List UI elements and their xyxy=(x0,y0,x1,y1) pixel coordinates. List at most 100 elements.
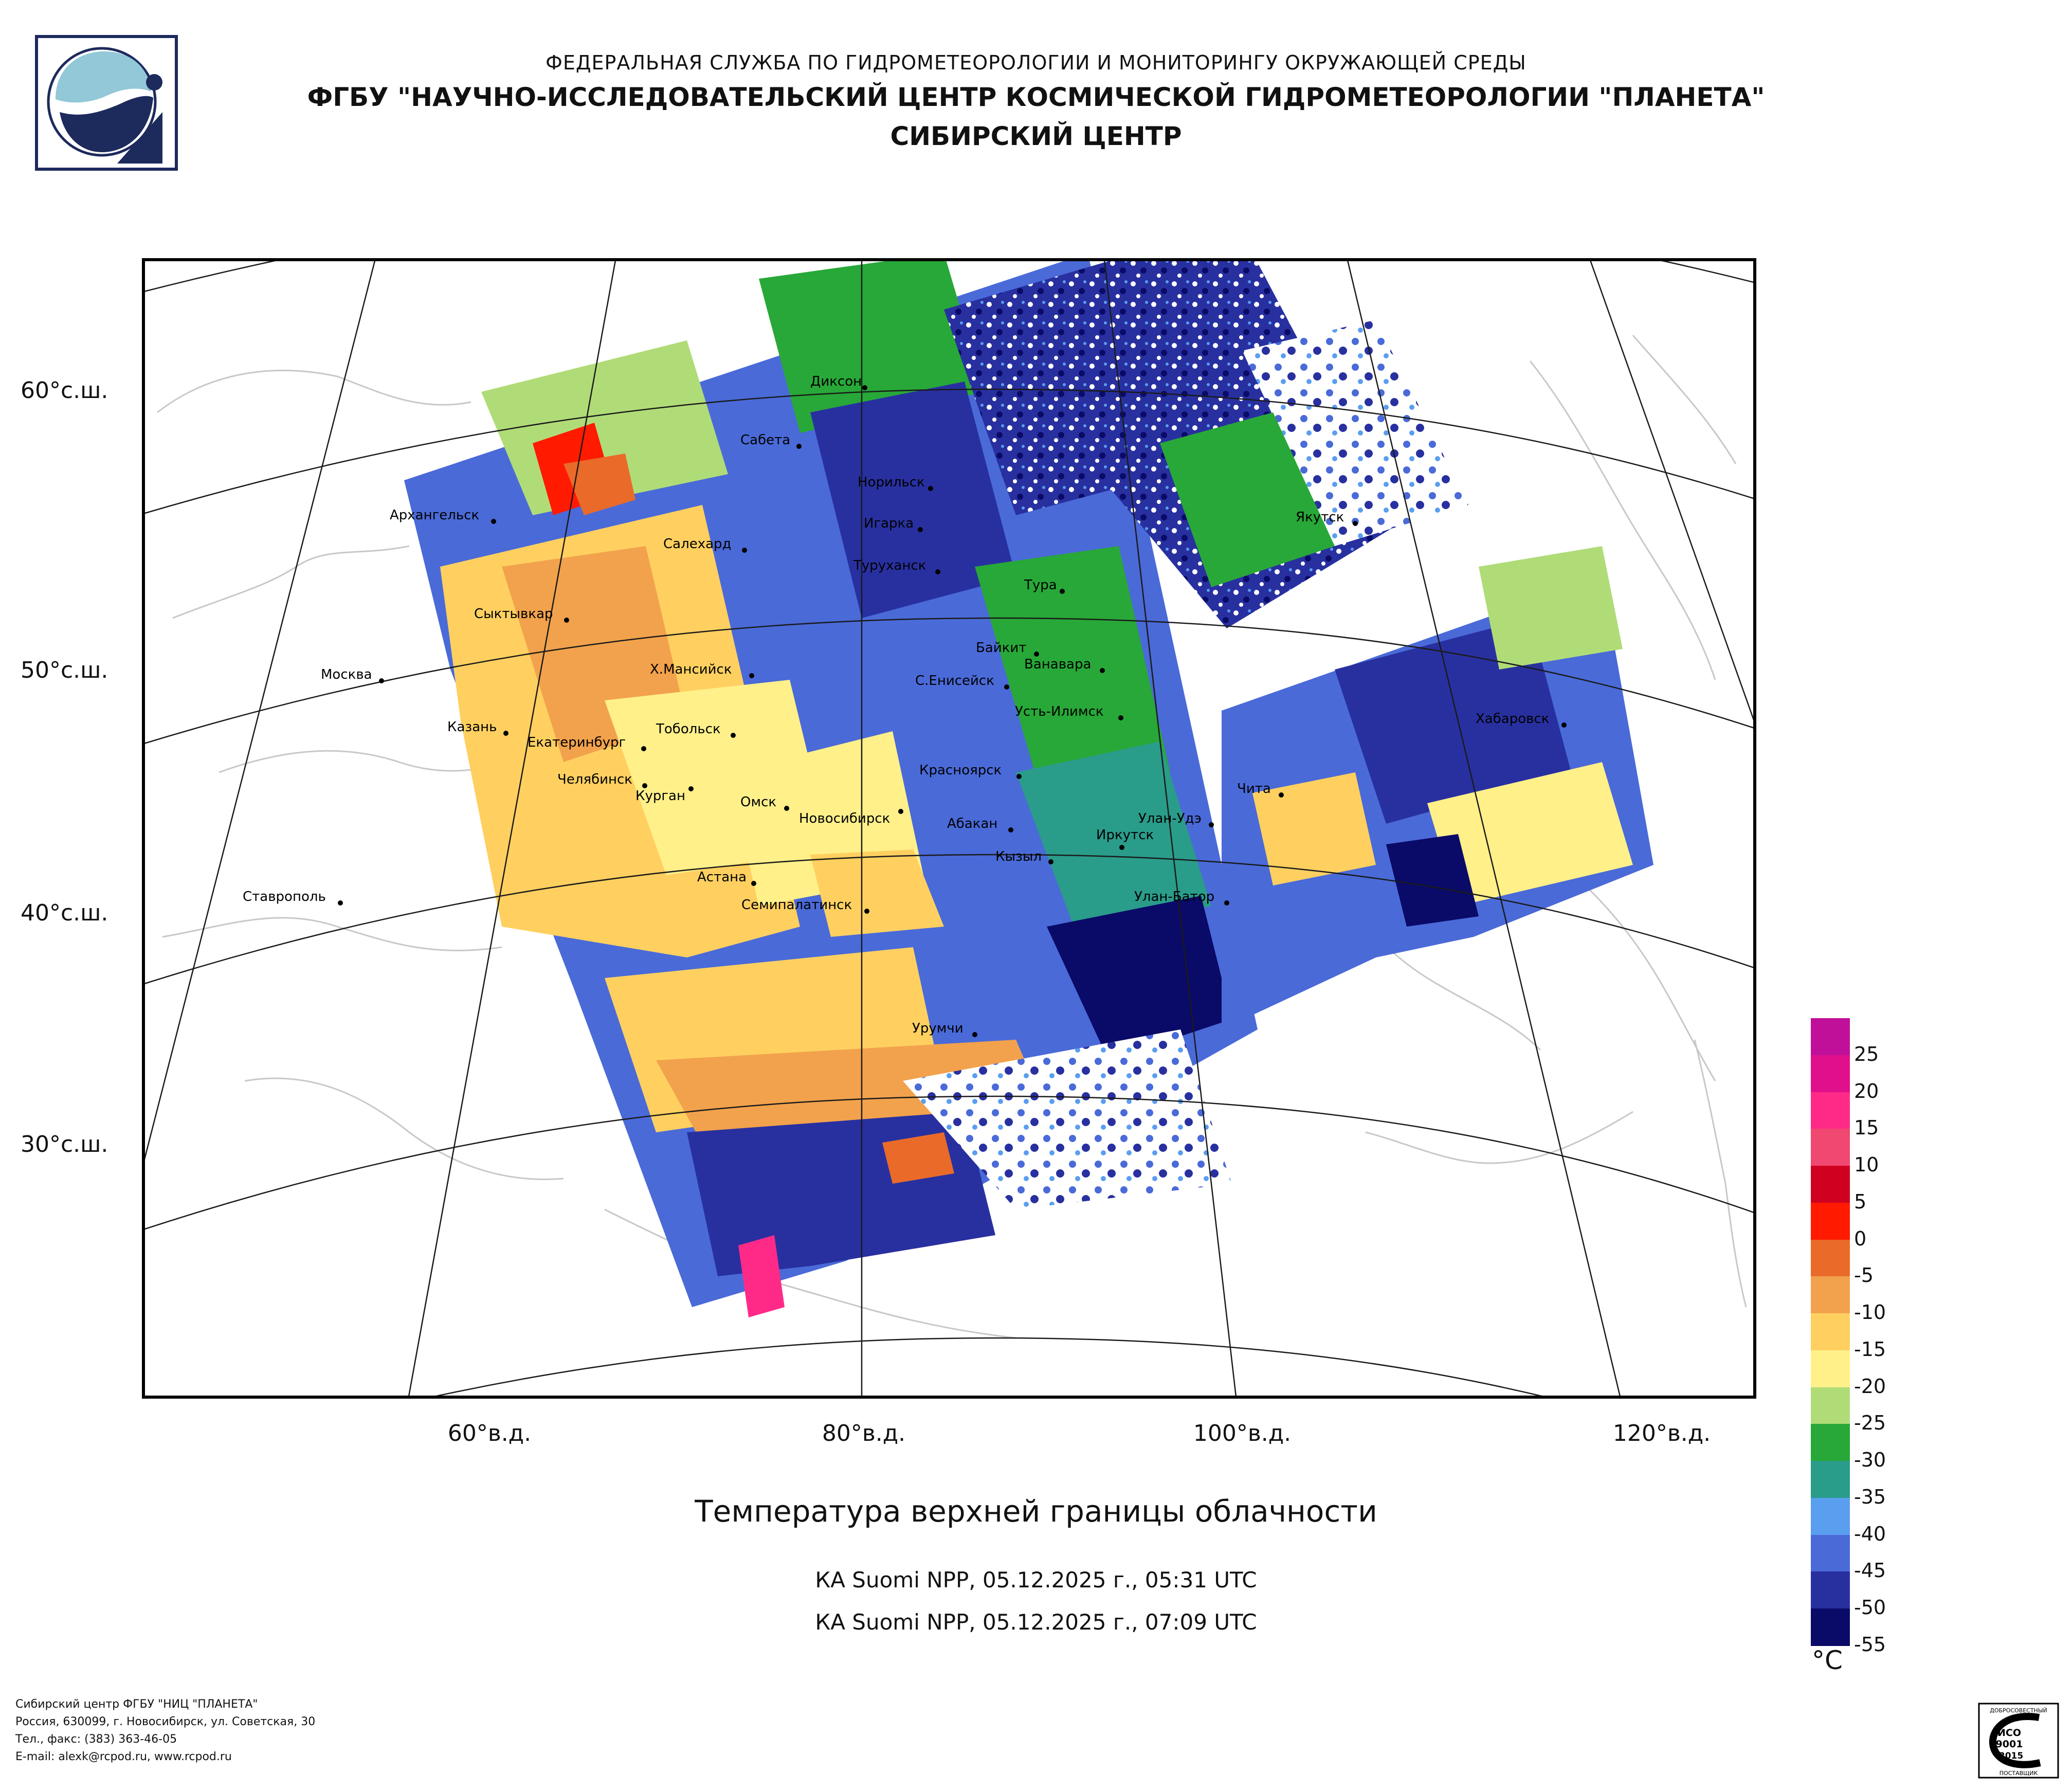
city-label: Чита xyxy=(1237,781,1271,797)
city-ulan-ude: Улан-Удэ xyxy=(1138,811,1214,827)
footer-phone: Тел., факс: (383) 363-46-05 xyxy=(15,1733,177,1746)
city-label: Иркутск xyxy=(1096,827,1154,843)
legend-swatch xyxy=(1811,1239,1850,1277)
footer-email: E-mail: alexk@rcpod.ru, www.rcpod.ru xyxy=(15,1750,232,1763)
lat-label-50: 50°с.ш. xyxy=(21,657,108,683)
city-dikson: Диксон xyxy=(810,374,867,390)
city-astana: Астана xyxy=(697,870,756,886)
legend-swatch xyxy=(1811,1350,1850,1388)
city-omsk: Омск xyxy=(740,794,789,811)
city-label: Урумчи xyxy=(912,1021,964,1036)
city-label: Екатеринбург xyxy=(528,735,626,750)
lat-label-30: 30°с.ш. xyxy=(21,1131,108,1157)
legend-swatch xyxy=(1811,1276,1850,1314)
city-label: Кызыл xyxy=(995,849,1042,864)
legend-swatch xyxy=(1811,1387,1850,1425)
legend-label: 5 xyxy=(1854,1190,1867,1213)
header-org: ФЕДЕРАЛЬНАЯ СЛУЖБА ПО ГИДРОМЕТЕОРОЛОГИИ … xyxy=(546,51,1526,74)
legend-label: -10 xyxy=(1854,1301,1886,1324)
iso-certificate-badge: ДОБРОСОВЕСТНЫЙ ИСО 9001 -2015 ПОСТАВЩИК xyxy=(1977,1702,2060,1779)
svg-text:ПОСТАВЩИК: ПОСТАВЩИК xyxy=(2000,1770,2038,1777)
cloud-top-temperature-map: Диксон Сабета Норильск Игарка Туруханск … xyxy=(142,258,1756,1399)
city-abakan: Абакан xyxy=(947,816,1013,833)
legend-label: 0 xyxy=(1854,1227,1867,1250)
planeta-logo xyxy=(35,35,178,171)
legend-label: -15 xyxy=(1854,1337,1886,1361)
svg-text:-2015: -2015 xyxy=(1995,1751,2023,1761)
lon-label-100: 100°в.д. xyxy=(1193,1420,1292,1446)
city-label: Улан-Батор xyxy=(1134,889,1214,904)
city-kazan: Казань xyxy=(447,719,508,736)
map-subtitle-pass1: КА Suomi NPP, 05.12.2025 г., 05:31 UTC xyxy=(815,1567,1257,1593)
city-labels: Диксон Сабета Норильск Игарка Туруханск … xyxy=(243,374,1567,1037)
city-norilsk: Норильск xyxy=(858,475,933,491)
city-label: С.Енисейск xyxy=(915,673,994,689)
city-label: Якутск xyxy=(1296,510,1344,525)
legend-label: 15 xyxy=(1854,1116,1879,1139)
lat-label-40: 40°с.ш. xyxy=(21,900,108,926)
city-kyzyl: Кызыл xyxy=(995,849,1053,864)
legend-swatch xyxy=(1811,1055,1850,1093)
city-khanty-mansiysk: Х.Мансийск xyxy=(650,662,754,678)
city-chelyabinsk: Челябинск xyxy=(557,772,647,788)
city-s-yeniseysk: С.Енисейск xyxy=(915,673,1009,690)
city-label: Улан-Удэ xyxy=(1138,811,1202,826)
legend-colorbar xyxy=(1811,1018,1850,1646)
city-kurgan: Курган xyxy=(635,786,694,804)
legend-swatch xyxy=(1811,1424,1850,1462)
city-label: Казань xyxy=(447,719,497,735)
city-baikit: Байкит xyxy=(976,640,1039,657)
city-label: Москва xyxy=(321,667,372,682)
city-label: Красноярск xyxy=(919,763,1002,778)
city-label: Сабета xyxy=(740,432,790,448)
city-label: Тура xyxy=(1024,577,1057,593)
city-label: Абакан xyxy=(947,816,997,831)
city-ust-ilimsk: Усть-Илимск xyxy=(1015,704,1123,720)
legend-unit: °C xyxy=(1812,1645,1843,1675)
iso-badge-icon: ДОБРОСОВЕСТНЫЙ ИСО 9001 -2015 ПОСТАВЩИК xyxy=(1978,1703,2059,1779)
legend-swatch xyxy=(1811,1313,1850,1351)
legend-label: 20 xyxy=(1854,1079,1879,1102)
city-urumqi: Урумчи xyxy=(912,1021,977,1037)
city-sabeta: Сабета xyxy=(740,432,802,449)
city-syktyvkar: Сыктывкар xyxy=(474,606,569,623)
city-moscow: Москва xyxy=(321,667,384,683)
city-stavropol: Ставрополь xyxy=(243,889,343,906)
city-label: Диксон xyxy=(810,374,862,389)
city-semipalatinsk: Семипалатинск xyxy=(741,897,869,914)
city-igarka: Игарка xyxy=(864,516,923,532)
svg-text:9001: 9001 xyxy=(1996,1739,2023,1750)
city-label: Туруханск xyxy=(853,558,926,573)
city-tobolsk: Тобольск xyxy=(656,721,736,738)
legend-label: -40 xyxy=(1854,1522,1886,1545)
city-label: Челябинск xyxy=(557,772,632,787)
svg-text:ИСО: ИСО xyxy=(1997,1727,2021,1739)
legend-label: 25 xyxy=(1854,1042,1879,1065)
legend-swatch xyxy=(1811,1461,1850,1498)
city-irkutsk: Иркутск xyxy=(1096,827,1154,850)
temperature-legend xyxy=(1811,1018,1893,1656)
legend-swatch xyxy=(1811,1571,1850,1609)
svg-text:ДОБРОСОВЕСТНЫЙ: ДОБРОСОВЕСТНЫЙ xyxy=(1990,1707,2047,1714)
city-novosibirsk: Новосибирск xyxy=(799,809,903,826)
city-label: Омск xyxy=(740,794,776,810)
legend-swatch xyxy=(1811,1092,1850,1130)
city-tura: Тура xyxy=(1024,577,1065,594)
legend-swatch xyxy=(1811,1202,1850,1240)
footer-org: Сибирский центр ФГБУ "НИЦ "ПЛАНЕТА" xyxy=(15,1698,258,1711)
legend-label: -35 xyxy=(1854,1485,1886,1508)
city-label: Новосибирск xyxy=(799,811,890,826)
city-turukhansk: Туруханск xyxy=(853,558,940,574)
legend-label: -20 xyxy=(1854,1374,1886,1398)
legend-label: 10 xyxy=(1854,1153,1879,1177)
city-khabarovsk: Хабаровск xyxy=(1476,711,1567,728)
city-label: Байкит xyxy=(976,640,1026,656)
legend-swatch xyxy=(1811,1129,1850,1167)
satellite-swath-east xyxy=(1098,258,1653,1029)
legend-label: -25 xyxy=(1854,1412,1886,1435)
city-label: Усть-Илимск xyxy=(1015,704,1104,719)
city-label: Астана xyxy=(697,870,747,885)
city-label: Салехард xyxy=(663,536,732,552)
city-arkhangelsk: Архангельск xyxy=(390,508,496,524)
header-branch: СИБИРСКИЙ ЦЕНТР xyxy=(890,121,1182,151)
